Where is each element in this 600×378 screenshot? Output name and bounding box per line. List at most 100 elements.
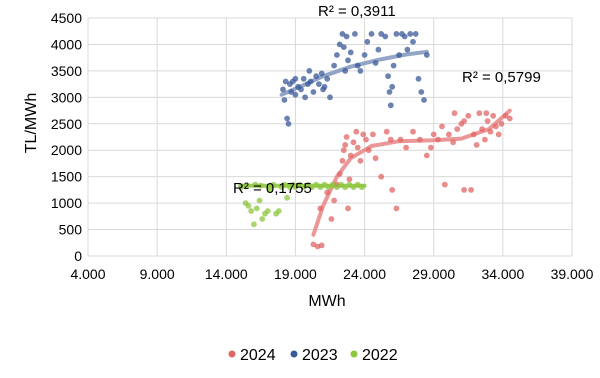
point-2023 — [306, 68, 313, 74]
point-2024 — [350, 139, 357, 146]
point-2024 — [342, 142, 349, 148]
x-tick-label: 4.000 — [70, 266, 105, 282]
point-2024 — [498, 120, 505, 127]
point-2022 — [264, 208, 271, 214]
point-2023 — [298, 86, 304, 93]
point-2024 — [502, 112, 509, 119]
point-2022 — [238, 184, 245, 191]
point-2023 — [302, 94, 308, 101]
point-2023 — [352, 31, 358, 37]
r2-annotation-2024: R² = 0,5799 — [462, 69, 541, 86]
y-tick-label: 1000 — [51, 195, 82, 211]
legend-label-2022: 2022 — [362, 347, 398, 364]
x-tick-label: 39.000 — [551, 266, 594, 282]
point-2024 — [461, 118, 467, 124]
point-2024 — [506, 115, 513, 122]
point-2024 — [328, 216, 335, 222]
point-2022 — [342, 184, 349, 191]
r2-annotation-2022: R² = 0,1755 — [233, 180, 312, 197]
point-2024 — [410, 128, 416, 135]
point-2024 — [468, 187, 474, 193]
point-2023 — [368, 31, 375, 37]
point-2024 — [484, 118, 491, 124]
legend-label-2024: 2024 — [240, 347, 276, 364]
point-2024 — [487, 128, 494, 135]
point-2022 — [284, 194, 290, 201]
point-2023 — [342, 68, 349, 74]
y-tick-label: 3500 — [51, 63, 82, 79]
point-2022 — [253, 205, 260, 212]
point-2023 — [339, 31, 346, 37]
x-tick-label: 19.000 — [274, 266, 317, 282]
x-axis-ticks: 4.000 9.000 14.000 19.000 24.000 29.000 34.000… — [70, 266, 593, 282]
point-2022 — [350, 184, 357, 191]
point-2024 — [441, 181, 448, 188]
point-2023 — [292, 91, 299, 98]
point-2024 — [446, 131, 452, 138]
point-2023 — [336, 41, 343, 48]
point-2022 — [358, 184, 365, 191]
point-2022 — [309, 184, 315, 191]
point-2024 — [345, 205, 351, 212]
point-2023 — [318, 70, 325, 77]
y-tick-label: 2000 — [51, 142, 82, 158]
point-2023 — [401, 33, 408, 40]
point-2024 — [324, 189, 331, 196]
point-2024 — [490, 112, 497, 119]
x-axis-title: MWh — [308, 293, 345, 310]
point-2023 — [357, 68, 364, 74]
point-2024 — [476, 110, 483, 117]
point-2024 — [479, 126, 485, 132]
point-2023 — [343, 33, 350, 40]
point-2024 — [403, 144, 409, 151]
grid-lines — [87, 17, 573, 257]
point-2024 — [482, 136, 488, 143]
point-2023 — [375, 46, 382, 53]
point-2024 — [317, 205, 324, 212]
point-2023 — [423, 52, 430, 58]
point-2022 — [245, 202, 252, 209]
point-2024 — [353, 128, 360, 135]
point-2023 — [280, 86, 286, 93]
point-2022 — [256, 197, 263, 204]
point-2024 — [346, 176, 353, 183]
x-tick-label: 24.000 — [343, 266, 386, 282]
point-2023 — [396, 52, 402, 58]
point-2023 — [364, 38, 371, 45]
point-2024 — [417, 136, 423, 143]
point-2024 — [340, 147, 347, 154]
point-2022 — [252, 181, 259, 188]
point-2024 — [483, 110, 490, 117]
trendline-2023 — [279, 49, 429, 97]
point-2024 — [454, 126, 461, 132]
point-2022 — [251, 221, 257, 228]
point-2024 — [360, 131, 367, 138]
point-2022 — [259, 216, 266, 222]
point-2024 — [365, 147, 372, 154]
point-2024 — [430, 131, 437, 138]
r2-annotation-2023: R² = 0,3911 — [318, 3, 396, 20]
point-2024 — [465, 112, 472, 119]
point-2022 — [325, 184, 332, 191]
point-2023 — [385, 73, 391, 80]
point-2023 — [331, 62, 337, 69]
point-2024 — [435, 136, 441, 143]
point-2022 — [266, 184, 273, 191]
point-2023 — [421, 97, 427, 103]
point-2023 — [313, 73, 320, 80]
point-2023 — [285, 120, 292, 127]
y-tick-label: 1500 — [51, 169, 82, 185]
y-axis-ticks: 0 500 1000 1500 2000 2500 3000 3500 4000 4500 — [51, 10, 82, 264]
point-2022 — [248, 208, 255, 214]
point-2024 — [428, 144, 434, 151]
y-tick-label: 3000 — [51, 89, 82, 105]
point-2024 — [470, 131, 477, 138]
legend-label-2023: 2023 — [302, 347, 338, 364]
point-2022 — [292, 184, 299, 191]
point-2024 — [387, 136, 394, 143]
point-2022 — [275, 208, 282, 214]
point-2024 — [339, 157, 346, 164]
point-2023 — [393, 31, 400, 37]
point-2022 — [244, 182, 250, 189]
